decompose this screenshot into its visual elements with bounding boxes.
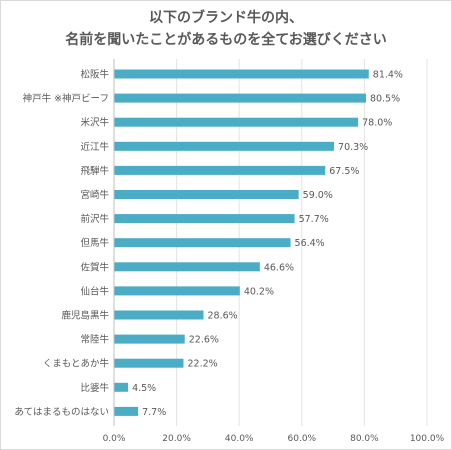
bar: [114, 262, 260, 272]
value-label: 81.4%: [373, 70, 403, 81]
x-tick-label: 40.0%: [225, 434, 254, 444]
value-label: 28.6%: [208, 311, 238, 322]
category-label: 飛騨牛: [80, 165, 109, 177]
category-label: 米沢牛: [80, 117, 109, 129]
value-label: 46.6%: [264, 262, 294, 273]
bar: [114, 165, 326, 175]
value-label: 7.7%: [142, 407, 166, 418]
value-label: 57.7%: [299, 214, 329, 225]
chart-title-line-1: 以下のブランド牛の内、: [149, 10, 303, 26]
category-label: 前沢牛: [80, 213, 109, 225]
bar: [114, 334, 185, 344]
bar: [114, 310, 204, 320]
chart-title-line-2: 名前を聞いたことがあるものを全てお選びください: [65, 32, 387, 48]
x-tick-label: 20.0%: [162, 434, 191, 444]
bar: [114, 214, 295, 224]
chart-title: 以下のブランド牛の内、 名前を聞いたことがあるものを全てお選びください: [1, 7, 451, 51]
category-label: 但馬牛: [80, 237, 109, 249]
bar: [114, 382, 129, 392]
value-label: 22.6%: [189, 335, 219, 346]
category-label: 神戸牛 ※神戸ビーフ: [23, 93, 109, 105]
x-tick-label: 60.0%: [288, 434, 317, 444]
category-label: 鹿児島黒牛: [61, 310, 109, 322]
bar: [114, 358, 184, 368]
bar: [114, 69, 369, 79]
category-label: 近江牛: [80, 141, 109, 153]
bar: [114, 93, 366, 103]
value-label: 80.5%: [370, 94, 400, 105]
category-label: 松阪牛: [80, 69, 109, 81]
bar: [114, 238, 291, 248]
value-label: 22.2%: [187, 359, 217, 370]
value-label: 70.3%: [338, 142, 368, 153]
value-label: 56.4%: [295, 238, 325, 249]
value-label: 4.5%: [132, 383, 156, 394]
category-label: あてはまるものはない: [14, 407, 109, 418]
bar: [114, 406, 139, 416]
category-label: 常陸牛: [80, 334, 109, 346]
value-label: 78.0%: [362, 118, 392, 129]
bar: [114, 190, 299, 199]
x-tick-label: 0.0%: [103, 434, 126, 444]
category-label: 宮崎牛: [80, 189, 109, 201]
x-tick-label: 100.0%: [410, 434, 445, 444]
category-label: 佐賀牛: [80, 261, 109, 273]
category-label: 比婆牛: [80, 382, 109, 394]
x-tick-label: 80.0%: [350, 434, 379, 444]
category-label: くまもとあか牛: [43, 358, 110, 370]
category-label: 仙台牛: [80, 285, 109, 297]
bar: [114, 117, 359, 127]
value-label: 67.5%: [329, 166, 359, 177]
value-label: 59.0%: [303, 190, 333, 201]
bar: [114, 141, 335, 151]
value-label: 40.2%: [244, 286, 274, 297]
bar: [114, 286, 240, 296]
